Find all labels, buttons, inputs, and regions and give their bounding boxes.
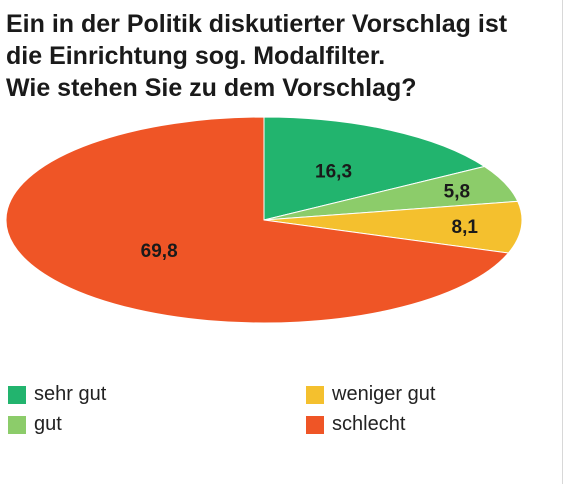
legend-label-sehr-gut: sehr gut [34,383,107,405]
legend-swatch-gut [8,415,26,434]
pie-label-schlecht: 69,8 [141,241,178,262]
legend-label-weniger-gut: weniger gut [332,383,436,405]
pie-slice-weniger-gut [263,200,523,254]
legend-label-schlecht: schlecht [332,413,406,435]
legend-item-schlecht: schlecht [306,413,405,436]
legend-swatch-schlecht [306,415,324,434]
legend-label-gut: gut [34,413,62,435]
pie-label-weniger-gut: 8,1 [452,217,479,238]
legend-item-sehr-gut: sehr gut [8,383,106,406]
pie-label-gut: 5,8 [444,182,470,203]
divider [562,0,563,484]
legend-item-gut: gut [8,413,62,436]
pie-slice-schlecht [5,116,510,324]
legend-item-weniger-gut: weniger gut [306,383,435,406]
pie-chart: 16,3 5,8 8,1 69,8 [5,116,523,324]
chart-title-line-2: die Einrichtung sog. Modalfilter. [6,42,386,70]
pie-slice-sehr-gut [263,116,486,221]
legend-swatch-weniger-gut [306,385,324,404]
chart-title: Ein in der Politik diskutierter Vorschla… [6,8,546,104]
chart-title-line-3: Wie stehen Sie zu dem Vorschlag? [6,74,417,102]
chart-title-line-1: Ein in der Politik diskutierter Vorschla… [6,10,508,38]
legend-swatch-sehr-gut [8,385,26,404]
pie-label-sehr-gut: 16,3 [315,162,352,183]
